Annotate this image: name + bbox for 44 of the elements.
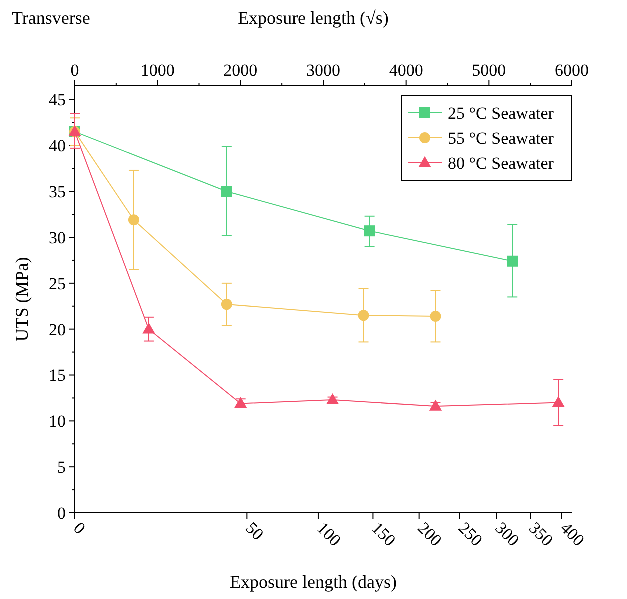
legend-label: 25 °C Seawater <box>448 104 554 123</box>
legend-label: 80 °C Seawater <box>448 154 554 173</box>
point <box>234 397 248 408</box>
x-tick-label: 2000 <box>224 61 258 80</box>
point <box>358 310 370 322</box>
y-tick-label: 25 <box>49 274 66 294</box>
point <box>364 226 376 237</box>
y-tick-label: 10 <box>49 412 66 432</box>
y-tick-label: 15 <box>49 366 66 386</box>
text: 200 <box>414 518 446 550</box>
y-tick-label: 20 <box>49 320 66 340</box>
point <box>430 310 442 322</box>
x2-axis-title: Exposure length (days) <box>230 572 397 592</box>
point <box>429 400 442 411</box>
point <box>128 214 140 226</box>
point <box>326 393 340 404</box>
y-tick-label: 35 <box>49 182 66 202</box>
text: 300 <box>492 518 524 550</box>
x-tick-label: 5000 <box>472 61 506 80</box>
text: 250 <box>454 518 486 550</box>
y-tick-label: 5 <box>58 458 66 478</box>
x-axis-title: Exposure length (√s) <box>238 8 389 28</box>
y-tick-label: 30 <box>49 228 66 248</box>
y-axis-title: UTS (MPa) <box>12 257 32 342</box>
y-tick-label: 0 <box>58 504 66 523</box>
x-tick-label: 6000 <box>555 61 589 80</box>
x-tick-label: 1000 <box>140 61 175 80</box>
text: 150 <box>368 518 400 550</box>
text: 50 <box>242 518 268 544</box>
point <box>142 322 156 334</box>
text: Transverse <box>12 8 90 28</box>
text: 400 <box>556 518 588 550</box>
point <box>221 186 232 198</box>
point <box>552 396 565 408</box>
y-tick-label: 40 <box>49 136 66 156</box>
y-tick-label: 45 <box>49 90 66 110</box>
x-tick-label: 3000 <box>306 61 340 80</box>
legend-label: 55 °C Seawater <box>448 128 554 148</box>
point <box>221 299 232 310</box>
point <box>507 256 518 267</box>
x-tick-label: 0 <box>70 61 80 80</box>
x-tick-label: 4000 <box>389 61 424 80</box>
text: 350 <box>525 518 557 550</box>
text: 100 <box>313 518 345 550</box>
